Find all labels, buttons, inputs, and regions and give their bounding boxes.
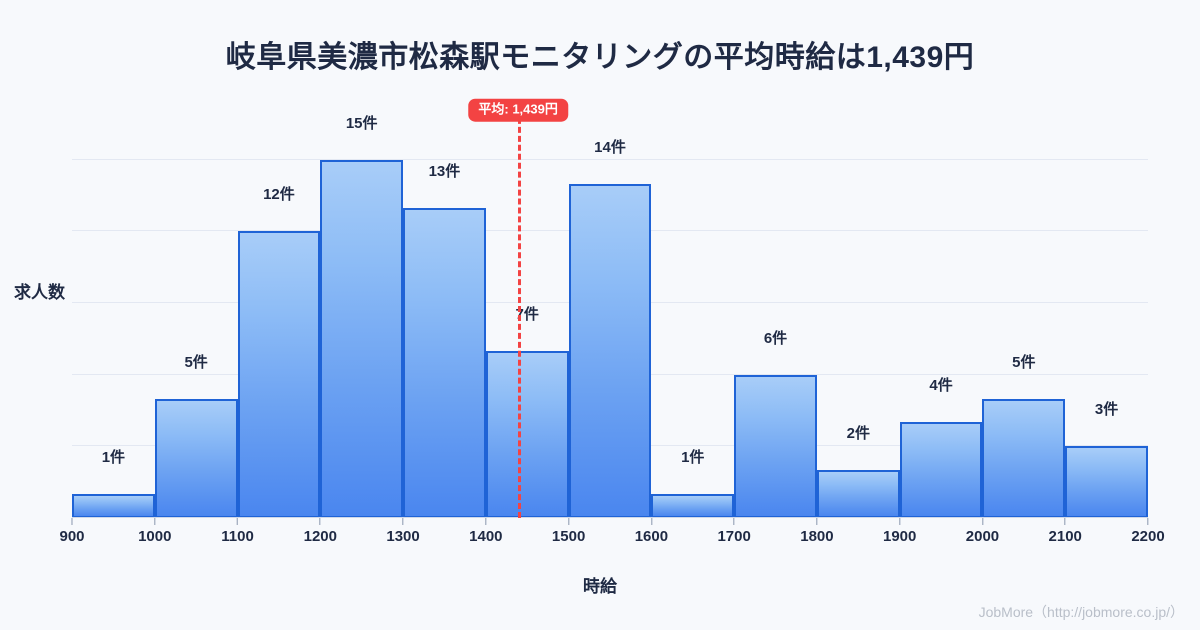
histogram-bar[interactable] — [72, 494, 155, 518]
x-axis-tick: 1400 — [469, 518, 503, 545]
histogram-bar[interactable] — [734, 374, 817, 518]
bar-value-label: 12件 — [263, 186, 295, 204]
x-axis-tick: 1900 — [883, 518, 916, 545]
x-axis-tick-label: 1200 — [303, 528, 337, 545]
x-axis-tick: 2000 — [966, 518, 999, 545]
x-axis-tick-label: 1100 — [221, 528, 254, 545]
bar-value-label: 3件 — [1094, 401, 1119, 419]
x-axis-title: 時給 — [583, 577, 617, 596]
bar-value-label: 14件 — [594, 138, 626, 156]
bar-value-label: 1件 — [101, 449, 126, 467]
tick-mark — [237, 518, 239, 525]
tick-mark — [650, 518, 652, 525]
x-axis-tick: 1000 — [138, 518, 171, 545]
tick-mark — [568, 518, 570, 525]
watermark: JobMore（http://jobmore.co.jp/） — [978, 604, 1184, 620]
x-axis-tick-label: 2200 — [1131, 528, 1165, 545]
bar-value-label: 7件 — [515, 305, 539, 323]
average-badge: 平均: 1,439円 — [468, 98, 568, 122]
plot-area: 1件 5件 12件 15件 13件 7件 14件 1件 6件 2件 4件 5件 3件 平均: 1,439… — [72, 98, 1148, 518]
bar-value-label: 6件 — [763, 329, 788, 347]
histogram-bar[interactable] — [982, 398, 1066, 518]
x-axis-tick: 1100 — [221, 518, 254, 545]
bars-container: 1件 5件 12件 15件 13件 7件 14件 1件 6件 2件 4件 5件 3件 — [72, 100, 1148, 518]
histogram-bar[interactable] — [816, 470, 900, 518]
bar-value-label: 5件 — [184, 353, 208, 371]
tick-mark — [154, 518, 156, 525]
tick-mark — [485, 518, 487, 525]
histogram-bar[interactable] — [237, 231, 321, 518]
tick-mark — [981, 518, 983, 525]
x-axis-tick-label: 2000 — [965, 528, 1000, 545]
x-axis-tick: 1300 — [386, 518, 420, 545]
bar-value-label: 13件 — [428, 162, 461, 180]
tick-mark — [71, 518, 73, 525]
x-axis-tick-label: 1300 — [386, 528, 420, 545]
bar-value-label: 4件 — [929, 377, 953, 395]
histogram-bar[interactable] — [899, 422, 983, 518]
x-axis-tick-label: 1400 — [469, 528, 503, 545]
x-axis-tick: 2200 — [1131, 518, 1165, 545]
x-axis-tick: 2100 — [1049, 518, 1082, 545]
histogram-bar[interactable] — [320, 159, 404, 518]
average-line — [518, 100, 522, 518]
x-axis-tick-label: 1500 — [551, 528, 586, 545]
x-axis-tick-label: 1000 — [138, 528, 172, 545]
bar-value-label: 15件 — [345, 114, 378, 132]
histogram-bar[interactable] — [403, 207, 486, 518]
tick-mark — [1064, 518, 1066, 525]
histogram-bar[interactable] — [154, 398, 238, 518]
x-axis-tick-label: 1800 — [800, 528, 834, 545]
tick-mark — [319, 518, 321, 525]
histogram-bar[interactable] — [485, 350, 569, 518]
x-axis-tick: 1700 — [717, 518, 751, 545]
x-axis-tick: 1500 — [552, 518, 585, 545]
x-axis-tick-label: 1600 — [634, 528, 669, 545]
bar-value-label: 1件 — [681, 449, 705, 467]
x-axis-tick-label: 1700 — [717, 528, 751, 545]
x-axis-tick: 1800 — [800, 518, 834, 545]
histogram-bar[interactable] — [568, 183, 652, 518]
y-axis-title: 求人数 — [14, 283, 65, 302]
tick-mark — [402, 518, 404, 525]
bar-value-label: 2件 — [846, 425, 870, 443]
histogram-bar[interactable] — [1065, 446, 1148, 518]
x-axis-baseline — [72, 517, 1148, 518]
x-axis-tick: 1600 — [635, 518, 668, 545]
tick-mark — [1147, 518, 1149, 525]
x-axis-tick-label: 1900 — [883, 528, 917, 545]
tick-mark — [899, 518, 901, 525]
tick-mark — [816, 518, 818, 525]
x-axis-tick: 900 — [59, 518, 85, 545]
x-axis-ticks: 900 1000 1100 1200 1300 1400 1500 1600 1700 1800 1… — [59, 518, 1165, 548]
tick-mark — [733, 518, 735, 525]
page-title: 岐阜県美濃市松森駅モニタリングの平均時給は1,439円 — [225, 41, 975, 74]
histogram-bar[interactable] — [651, 494, 735, 518]
x-axis-tick: 1200 — [304, 518, 337, 545]
bar-value-label: 5件 — [1012, 353, 1036, 371]
x-axis-tick-label: 2100 — [1048, 528, 1082, 545]
x-axis-tick-label: 900 — [59, 528, 85, 545]
